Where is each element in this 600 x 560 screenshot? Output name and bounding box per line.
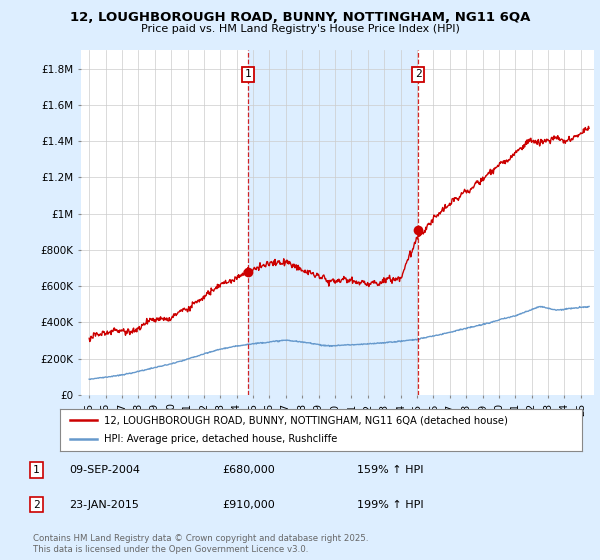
Text: 12, LOUGHBOROUGH ROAD, BUNNY, NOTTINGHAM, NG11 6QA: 12, LOUGHBOROUGH ROAD, BUNNY, NOTTINGHAM… bbox=[70, 11, 530, 24]
Text: 23-JAN-2015: 23-JAN-2015 bbox=[69, 500, 139, 510]
Bar bbox=[248, 50, 418, 395]
Text: Price paid vs. HM Land Registry's House Price Index (HPI): Price paid vs. HM Land Registry's House … bbox=[140, 24, 460, 34]
Text: Contains HM Land Registry data © Crown copyright and database right 2025.
This d: Contains HM Land Registry data © Crown c… bbox=[33, 534, 368, 554]
Text: 2: 2 bbox=[33, 500, 40, 510]
Text: £680,000: £680,000 bbox=[222, 465, 275, 475]
Text: 09-SEP-2004: 09-SEP-2004 bbox=[69, 465, 140, 475]
Text: 1: 1 bbox=[33, 465, 40, 475]
Text: £910,000: £910,000 bbox=[222, 500, 275, 510]
Text: 12, LOUGHBOROUGH ROAD, BUNNY, NOTTINGHAM, NG11 6QA (detached house): 12, LOUGHBOROUGH ROAD, BUNNY, NOTTINGHAM… bbox=[104, 415, 508, 425]
Text: 1: 1 bbox=[245, 69, 251, 80]
Text: HPI: Average price, detached house, Rushcliffe: HPI: Average price, detached house, Rush… bbox=[104, 435, 338, 445]
Text: 159% ↑ HPI: 159% ↑ HPI bbox=[357, 465, 424, 475]
Text: 2: 2 bbox=[415, 69, 422, 80]
Text: 199% ↑ HPI: 199% ↑ HPI bbox=[357, 500, 424, 510]
